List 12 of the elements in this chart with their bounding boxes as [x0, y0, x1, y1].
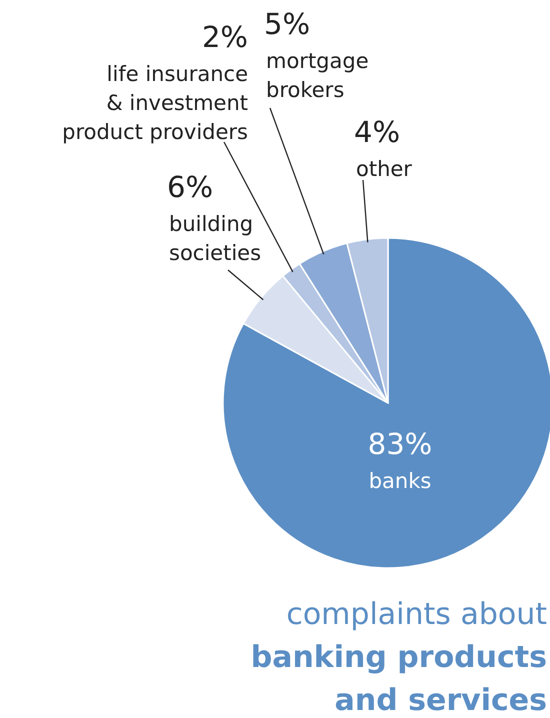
data-label: 2% [202, 20, 248, 54]
slice-label: life insurance & investment product providers [62, 62, 248, 144]
slice-label: mortgage brokers [266, 49, 369, 102]
text: banking products and services [250, 640, 547, 718]
data-label: 4% [354, 115, 400, 149]
data-label: 6% [167, 170, 214, 204]
slice-label: building societies [169, 212, 262, 265]
data-label: 5% [264, 7, 310, 41]
slice-label: other [356, 157, 412, 181]
slice-label: banks [368, 469, 432, 493]
text: complaints about [286, 597, 548, 632]
data-label: 83% [368, 427, 432, 461]
